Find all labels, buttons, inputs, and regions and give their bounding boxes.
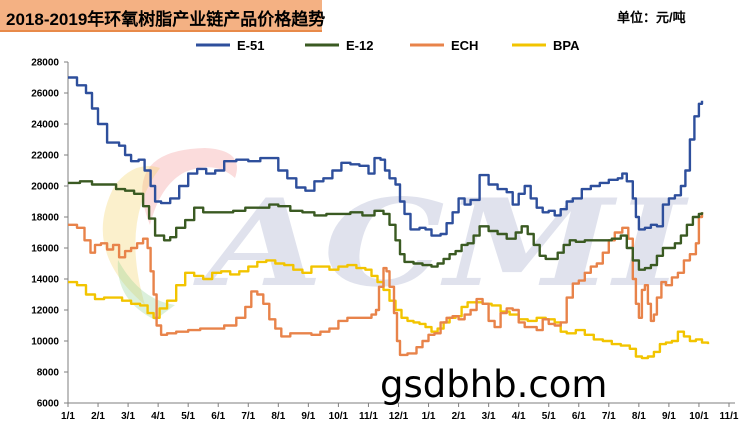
x-tick-label: 6/1 [572, 411, 586, 422]
y-tick-label: 18000 [31, 213, 59, 224]
chart-title: 2018-2019年环氧树脂产业链产品价格趋势 [6, 10, 326, 29]
y-tick-label: 28000 [31, 58, 59, 69]
y-tick-label: 26000 [31, 89, 59, 100]
y-tick-label: 24000 [31, 120, 59, 131]
unit-label: 单位：元/吨 [617, 10, 686, 25]
x-tick-label: 12/1 [389, 411, 409, 422]
legend-label: BPA [553, 38, 580, 53]
x-tick-label: 7/1 [241, 411, 255, 422]
x-tick-label: 2/1 [91, 411, 105, 422]
series-line-e-12 [68, 180, 704, 271]
y-tick-label: 20000 [31, 182, 59, 193]
series-line-e-51 [68, 76, 704, 237]
y-tick-label: 14000 [31, 275, 59, 286]
legend-label: ECH [451, 38, 478, 53]
logo-swoosh-yellow [102, 166, 160, 305]
x-tick-label: 2/1 [452, 411, 466, 422]
x-axis: 1/1 2/1 3/1 4/1 5/1 6/1 7/1 8/1 9/1 10/1 11/1 12/1 1… [61, 402, 739, 422]
x-tick-label: 1/1 [61, 411, 75, 422]
y-tick-label: 12000 [31, 306, 59, 317]
series-line-ech [68, 212, 704, 357]
x-tick-label: 4/1 [151, 411, 165, 422]
y-tick-label: 22000 [31, 151, 59, 162]
logo-swoosh-red [142, 148, 237, 225]
x-tick-label: 10/1 [329, 411, 349, 422]
y-tick-label: 6000 [37, 399, 60, 410]
legend-label: E-51 [237, 38, 264, 53]
x-tick-label: 10/1 [689, 411, 709, 422]
x-tick-label: 11/1 [720, 411, 739, 422]
x-tick-label: 3/1 [121, 411, 135, 422]
x-tick-label: 8/1 [632, 411, 646, 422]
logo-swoosh-green [117, 260, 175, 320]
y-axis: 6000 8000 10000 12000 14000 16000 18000 20000 22… [31, 58, 69, 410]
x-tick-label: 11/1 [359, 411, 378, 422]
x-tick-label: 9/1 [662, 411, 676, 422]
watermark-logo: ACMI [102, 148, 690, 320]
x-tick-label: 1/1 [422, 411, 436, 422]
x-tick-label: 5/1 [542, 411, 556, 422]
x-tick-label: 7/1 [602, 411, 616, 422]
y-tick-label: 10000 [31, 337, 59, 348]
x-tick-label: 8/1 [271, 411, 285, 422]
x-tick-label: 5/1 [181, 411, 195, 422]
x-tick-label: 9/1 [301, 411, 315, 422]
x-tick-label: 3/1 [482, 411, 496, 422]
series-layer [68, 76, 710, 360]
logo-text: ACMI [192, 173, 690, 314]
x-tick-label: 4/1 [512, 411, 526, 422]
legend: E-51 E-12 ECH BPA [196, 38, 580, 53]
y-tick-label: 16000 [31, 244, 59, 255]
x-tick-label: 6/1 [211, 411, 225, 422]
series-line-bpa [68, 259, 710, 360]
legend-label: E-12 [346, 38, 373, 53]
y-tick-label: 8000 [37, 368, 60, 379]
title-banner: 2018-2019年环氧树脂产业链产品价格趋势 [0, 0, 326, 32]
site-watermark: gsdbhb.com [380, 363, 607, 406]
